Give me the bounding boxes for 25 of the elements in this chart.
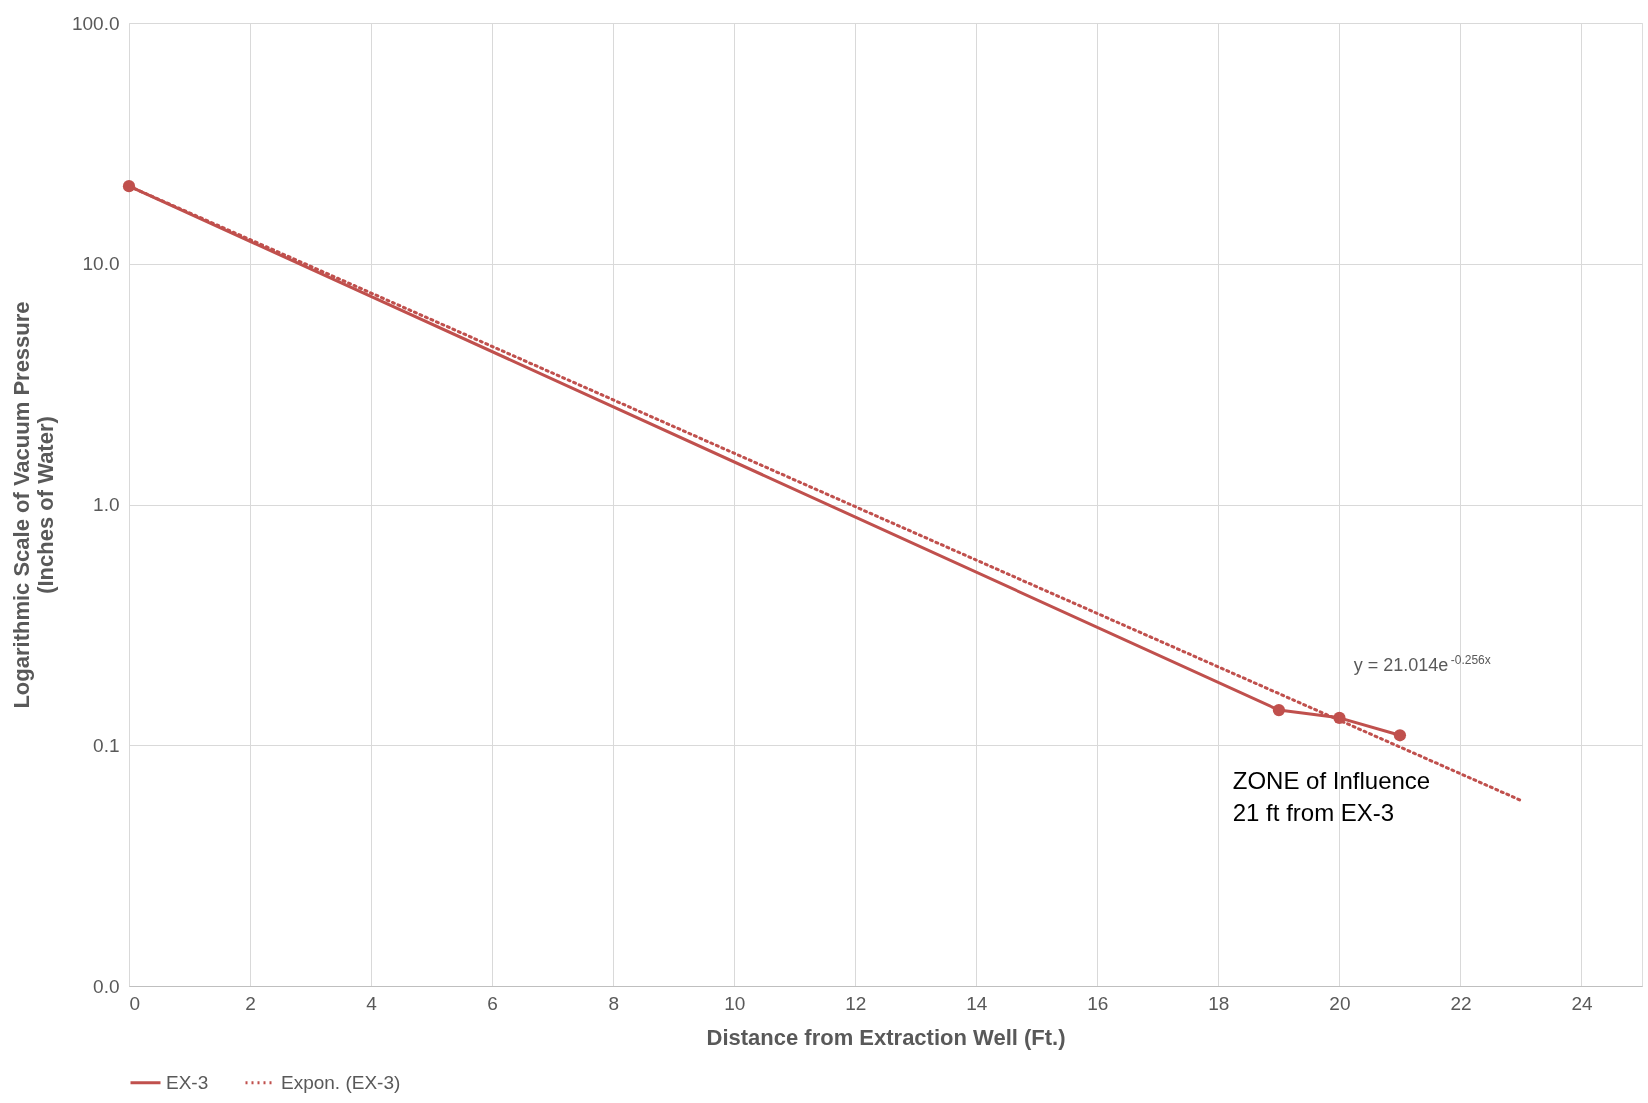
legend-label: EX-3 (166, 1071, 209, 1093)
x-tick-label: 2 (245, 992, 256, 1014)
x-tick-label: 24 (1571, 992, 1593, 1014)
x-tick-label: 8 (608, 992, 619, 1014)
x-tick-label: 0 (129, 992, 141, 1014)
x-tick-label: 18 (1208, 992, 1230, 1014)
x-tick-label: 22 (1450, 992, 1472, 1014)
y-tick-label: 100.0 (71, 12, 120, 34)
y-tick-label: 1.0 (93, 494, 120, 515)
x-tick-label: 4 (366, 992, 378, 1014)
y-tick-label: 0.1 (93, 734, 120, 756)
x-tick-label: 16 (1087, 992, 1109, 1014)
point (1272, 703, 1285, 717)
point (1393, 729, 1407, 742)
legend-label: Expon. (EX-3) (281, 1071, 401, 1093)
annotation: ZONE of Influence 21 ft from EX-3 (1232, 767, 1431, 827)
x-tick-label: 10 (724, 992, 746, 1014)
y-tick-label: 10.0 (82, 253, 120, 275)
x-tick-label: 12 (845, 992, 867, 1014)
x-axis-title: Distance from Extraction Well (Ft.) (706, 1024, 1066, 1050)
y-tick-label: 0.0 (93, 975, 120, 997)
x-tick-label: 14 (966, 992, 988, 1014)
y-axis-title: Logarithmic Scale of Vacuum Pressure (Inches of Water) (8, 301, 58, 709)
x-tick-label: 20 (1329, 992, 1351, 1014)
x-tick-label: 6 (487, 992, 498, 1014)
